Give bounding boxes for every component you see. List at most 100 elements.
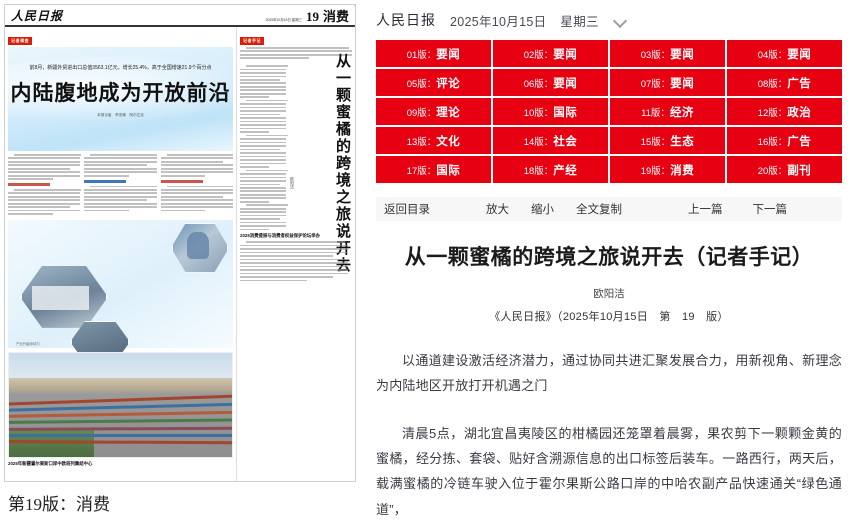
page-cell[interactable]: 01版： 要闻: [376, 40, 491, 67]
page-selector-grid: 01版： 要闻 02版： 要闻 03版： 要闻 04版： 要闻 05版： 评论 06版： 要闻 07版：…: [376, 40, 842, 183]
page-cell-number: 14版：: [523, 136, 554, 148]
page-cell-section: 评论: [436, 77, 461, 90]
reader-weekday: 星期三: [560, 14, 599, 29]
page-cell-number: 02版：: [523, 49, 554, 61]
thumbnail-main-column: 记者调查 前8月，新疆外贸进出口总值3563.1亿元，增长25.4%，高于全国增…: [5, 27, 237, 481]
page-cell-number: 20版：: [757, 165, 788, 177]
page-cell-number: 06版：: [523, 78, 554, 90]
page-cell[interactable]: 15版： 生态: [610, 127, 725, 154]
thumbnail-right-section-label: 记者手记: [240, 37, 264, 45]
thumbnail-side-column: 记者手记 从一颗蜜橘的跨境之旅说开去 欧阳洁: [237, 27, 355, 481]
page-cell-section: 要闻: [553, 77, 578, 90]
chevron-down-icon[interactable]: [613, 13, 627, 27]
page-cell-number: 18版：: [523, 165, 554, 177]
page-cell[interactable]: 20版： 副刊: [727, 156, 842, 183]
page-cell[interactable]: 18版： 产经: [493, 156, 608, 183]
next-article-button[interactable]: 下一篇: [752, 204, 788, 216]
thumbnail-railyard-photo: [8, 351, 233, 458]
newspaper-page-thumbnail[interactable]: 人民日报 2025年10月15日 星期三 19 消费 记者调查 前8月，新疆外贸…: [4, 4, 356, 482]
page-cell-section: 要闻: [670, 48, 695, 61]
back-to-index-button[interactable]: 返回目录: [384, 204, 430, 216]
page-cell[interactable]: 06版： 要闻: [493, 69, 608, 96]
page-cell-section: 生态: [670, 135, 695, 148]
page-cell-section: 要闻: [787, 48, 812, 61]
page-cell-section: 政治: [787, 106, 812, 119]
masthead-right-group: 2025年10月15日 星期三 19 消费: [266, 6, 349, 25]
thumbnail-text-column: [84, 154, 157, 217]
thumbnail-vertical-headline: 从一颗蜜橘的跨境之旅说开去: [334, 53, 350, 274]
page-cell-number: 17版：: [406, 165, 437, 177]
page-cell-section: 广告: [787, 77, 812, 90]
article-author: 欧阳洁: [593, 288, 625, 300]
thumbnail-subheadline: [84, 179, 127, 183]
page-cell-section: 消费: [670, 164, 695, 177]
page-cell-number: 08版：: [757, 78, 788, 90]
thumbnail-left-section-label: 记者调查: [8, 37, 32, 45]
page-cell[interactable]: 19版： 消费: [610, 156, 725, 183]
thumbnail-masthead: 人民日报 2025年10月15日 星期三 19 消费: [5, 5, 355, 27]
page-cell[interactable]: 04版： 要闻: [727, 40, 842, 67]
page-cell[interactable]: 17版： 国际: [376, 156, 491, 183]
copy-all-button[interactable]: 全文复制: [576, 204, 622, 216]
thumbnail-banner: 前8月，新疆外贸进出口总值3563.1亿元，增长25.4%，高于全国增速21.9…: [8, 47, 233, 151]
article-lead-paragraph: 以通道建设激活经济潜力，通过协同共进汇聚发展合力，用新视角、新理念为内陆地区开放…: [376, 353, 842, 394]
page-cell-section: 要闻: [553, 48, 578, 61]
page-cell-number: 03版：: [640, 49, 671, 61]
reader-paper-name: 人民日报: [376, 12, 436, 28]
page-cell-section: 广告: [787, 135, 812, 148]
page-cell-section: 经济: [669, 106, 694, 119]
page-cell-section: 产经: [553, 164, 578, 177]
thumbnail-subheadline: [160, 179, 203, 183]
page-cell-number: 05版：: [406, 78, 437, 90]
page-cell[interactable]: 03版： 要闻: [610, 40, 725, 67]
article-toolbar: 返回目录 放大 缩小 全文复制 上一篇 下一篇: [376, 197, 842, 221]
thumbnail-banner-kicker: 前8月，新疆外贸进出口总值3563.1亿元，增长25.4%，高于全国增速21.9…: [29, 65, 212, 71]
masthead-date: 2025年10月15日 星期三: [265, 18, 302, 22]
page-cell-number: 15版：: [640, 136, 671, 148]
page-cell[interactable]: 12版： 政治: [727, 98, 842, 125]
zoom-out-button[interactable]: 缩小: [531, 204, 554, 216]
page-cell-section: 副刊: [787, 164, 812, 177]
page-cell[interactable]: 02版： 要闻: [493, 40, 608, 67]
thumbnail-caption: 第19版：消费: [8, 495, 110, 514]
masthead-logo: 人民日报: [11, 9, 64, 23]
page-cell-number: 16版：: [757, 136, 788, 148]
thumbnail-photo-collage: 产业升级添动力: [8, 219, 233, 363]
page-cell[interactable]: 07版： 要闻: [610, 69, 725, 96]
page-cell[interactable]: 05版： 评论: [376, 69, 491, 96]
thumbnail-text-column: [160, 154, 234, 217]
thumbnail-text-column: [8, 154, 81, 217]
page-cell-section: 要闻: [670, 77, 695, 90]
page-cell-section: 国际: [553, 106, 578, 119]
thumbnail-photo-truck: [20, 265, 108, 328]
article-content: 从一颗蜜橘的跨境之旅说开去（记者手记） 欧阳洁 《人民日报》（2025年10月1…: [376, 241, 842, 522]
page-cell-section: 要闻: [436, 48, 461, 61]
page-cell[interactable]: 11版： 经济: [610, 98, 725, 125]
page-cell[interactable]: 16版： 广告: [727, 127, 842, 154]
page-thumbnail-pane: 人民日报 2025年10月15日 星期三 19 消费 记者调查 前8月，新疆外贸…: [0, 0, 370, 522]
masthead-section-name: 消费: [322, 9, 349, 24]
page-cell[interactable]: 09版： 理论: [376, 98, 491, 125]
page-cell-number: 12版：: [757, 107, 788, 119]
page-cell-number: 13版：: [406, 136, 437, 148]
previous-article-button[interactable]: 上一篇: [688, 204, 723, 216]
page-cell[interactable]: 14版： 社会: [493, 127, 608, 154]
zoom-in-button[interactable]: 放大: [486, 204, 509, 216]
article-title: 从一颗蜜橘的跨境之旅说开去（记者手记）: [404, 246, 814, 269]
page-cell[interactable]: 13版： 文化: [376, 127, 491, 154]
page-cell-section: 文化: [436, 135, 461, 148]
masthead-page-number: 19: [305, 9, 319, 24]
page-cell-section: 理论: [436, 106, 461, 119]
page-cell-number: 11版：: [641, 107, 670, 119]
reader-pane: 人民日报 2025年10月15日 星期三 01版： 要闻 02版： 要闻 03版： 要闻 0…: [370, 0, 850, 522]
thumbnail-vertical-byline: 欧阳洁: [290, 177, 295, 189]
page-cell[interactable]: 10版： 国际: [493, 98, 608, 125]
page-cell[interactable]: 08版： 广告: [727, 69, 842, 96]
thumbnail-photo-factory: [171, 223, 229, 273]
article-paragraph: 清晨5点，湖北宜昌夷陵区的柑橘园还笼罩着晨雾，果农剪下一颗颗金黄的蜜橘，经分拣、…: [376, 425, 842, 517]
page-cell-section: 社会: [553, 135, 578, 148]
thumbnail-photo-caption: 2025年新疆霍尔果斯口岸中欧班列集结中心: [8, 460, 93, 466]
thumbnail-subheadline: [8, 182, 50, 186]
page-cell-number: 07版：: [640, 78, 671, 90]
